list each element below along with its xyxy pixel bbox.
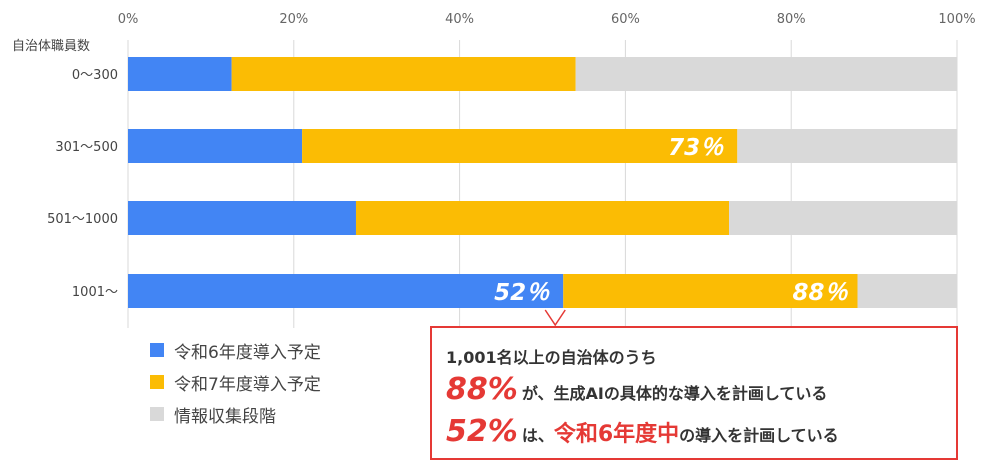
legend-swatch-gray [150,407,164,421]
legend-label: 令和6年度導入予定 [174,342,321,363]
data-label: 73％ [668,135,724,161]
y-tick-label: 301〜500 [55,140,118,155]
bar-segment [857,274,957,308]
legend-item: 情報収集段階 [150,398,321,430]
bar-segment [128,201,356,235]
callout-box: 1,001名以上の自治体のうち 88% が、生成AIの具体的な導入を計画している … [430,326,958,460]
legend-swatch-yellow [150,375,164,389]
bar-segment [355,201,730,235]
data-label: 88％ [793,280,849,306]
legend: 令和6年度導入予定 令和7年度導入予定 情報収集段階 [150,334,321,430]
y-axis-title: 自治体職員数 [12,39,90,54]
callout-line1: 1,001名以上の自治体のうち [446,348,657,367]
y-tick-label: 0〜300 [72,68,118,83]
callout-highlight: 令和6年度中 [553,422,680,447]
bar-segment [128,129,303,163]
callout-line2-text: が、生成AIの具体的な導入を計画している [521,384,828,403]
x-tick-label: 80% [777,12,806,27]
callout-pointer [544,309,566,327]
callout-line3-text: は、 [521,426,554,445]
y-tick-label: 1001〜 [72,285,118,300]
legend-item: 令和7年度導入予定 [150,366,321,398]
legend-item: 令和6年度導入予定 [150,334,321,366]
bar-segment [302,129,738,163]
data-label: 52％ [494,280,550,306]
x-tick-label: 100% [938,12,975,27]
callout-52-percent: 52% [446,414,518,449]
bar-segment [231,57,576,91]
bar-segment [737,129,957,163]
x-tick-label: 20% [279,12,308,27]
callout-line3-text-end: の導入を計画している [679,426,839,445]
callout-line3: 52% は、令和6年度中の導入を計画している [446,414,839,449]
y-tick-label: 501〜1000 [47,212,118,227]
callout-line2: 88% が、生成AIの具体的な導入を計画している [446,372,827,407]
stacked-bar-chart: 0% 20% 40% 60% 80% 100% 自治体職員数 0〜300 301〜500 501〜… [12,12,976,328]
x-tick-label: 40% [445,12,474,27]
x-tick-label: 60% [611,12,640,27]
callout-88-percent: 88% [446,372,518,407]
legend-label: 情報収集段階 [174,406,276,427]
bar-segment [128,274,564,308]
bar-segment [128,57,232,91]
legend-swatch-blue [150,343,164,357]
bar-segment [729,201,957,235]
legend-label: 令和7年度導入予定 [174,374,321,395]
bar-segment [575,57,957,91]
x-tick-label: 0% [118,12,139,27]
bar-segment [563,274,858,308]
